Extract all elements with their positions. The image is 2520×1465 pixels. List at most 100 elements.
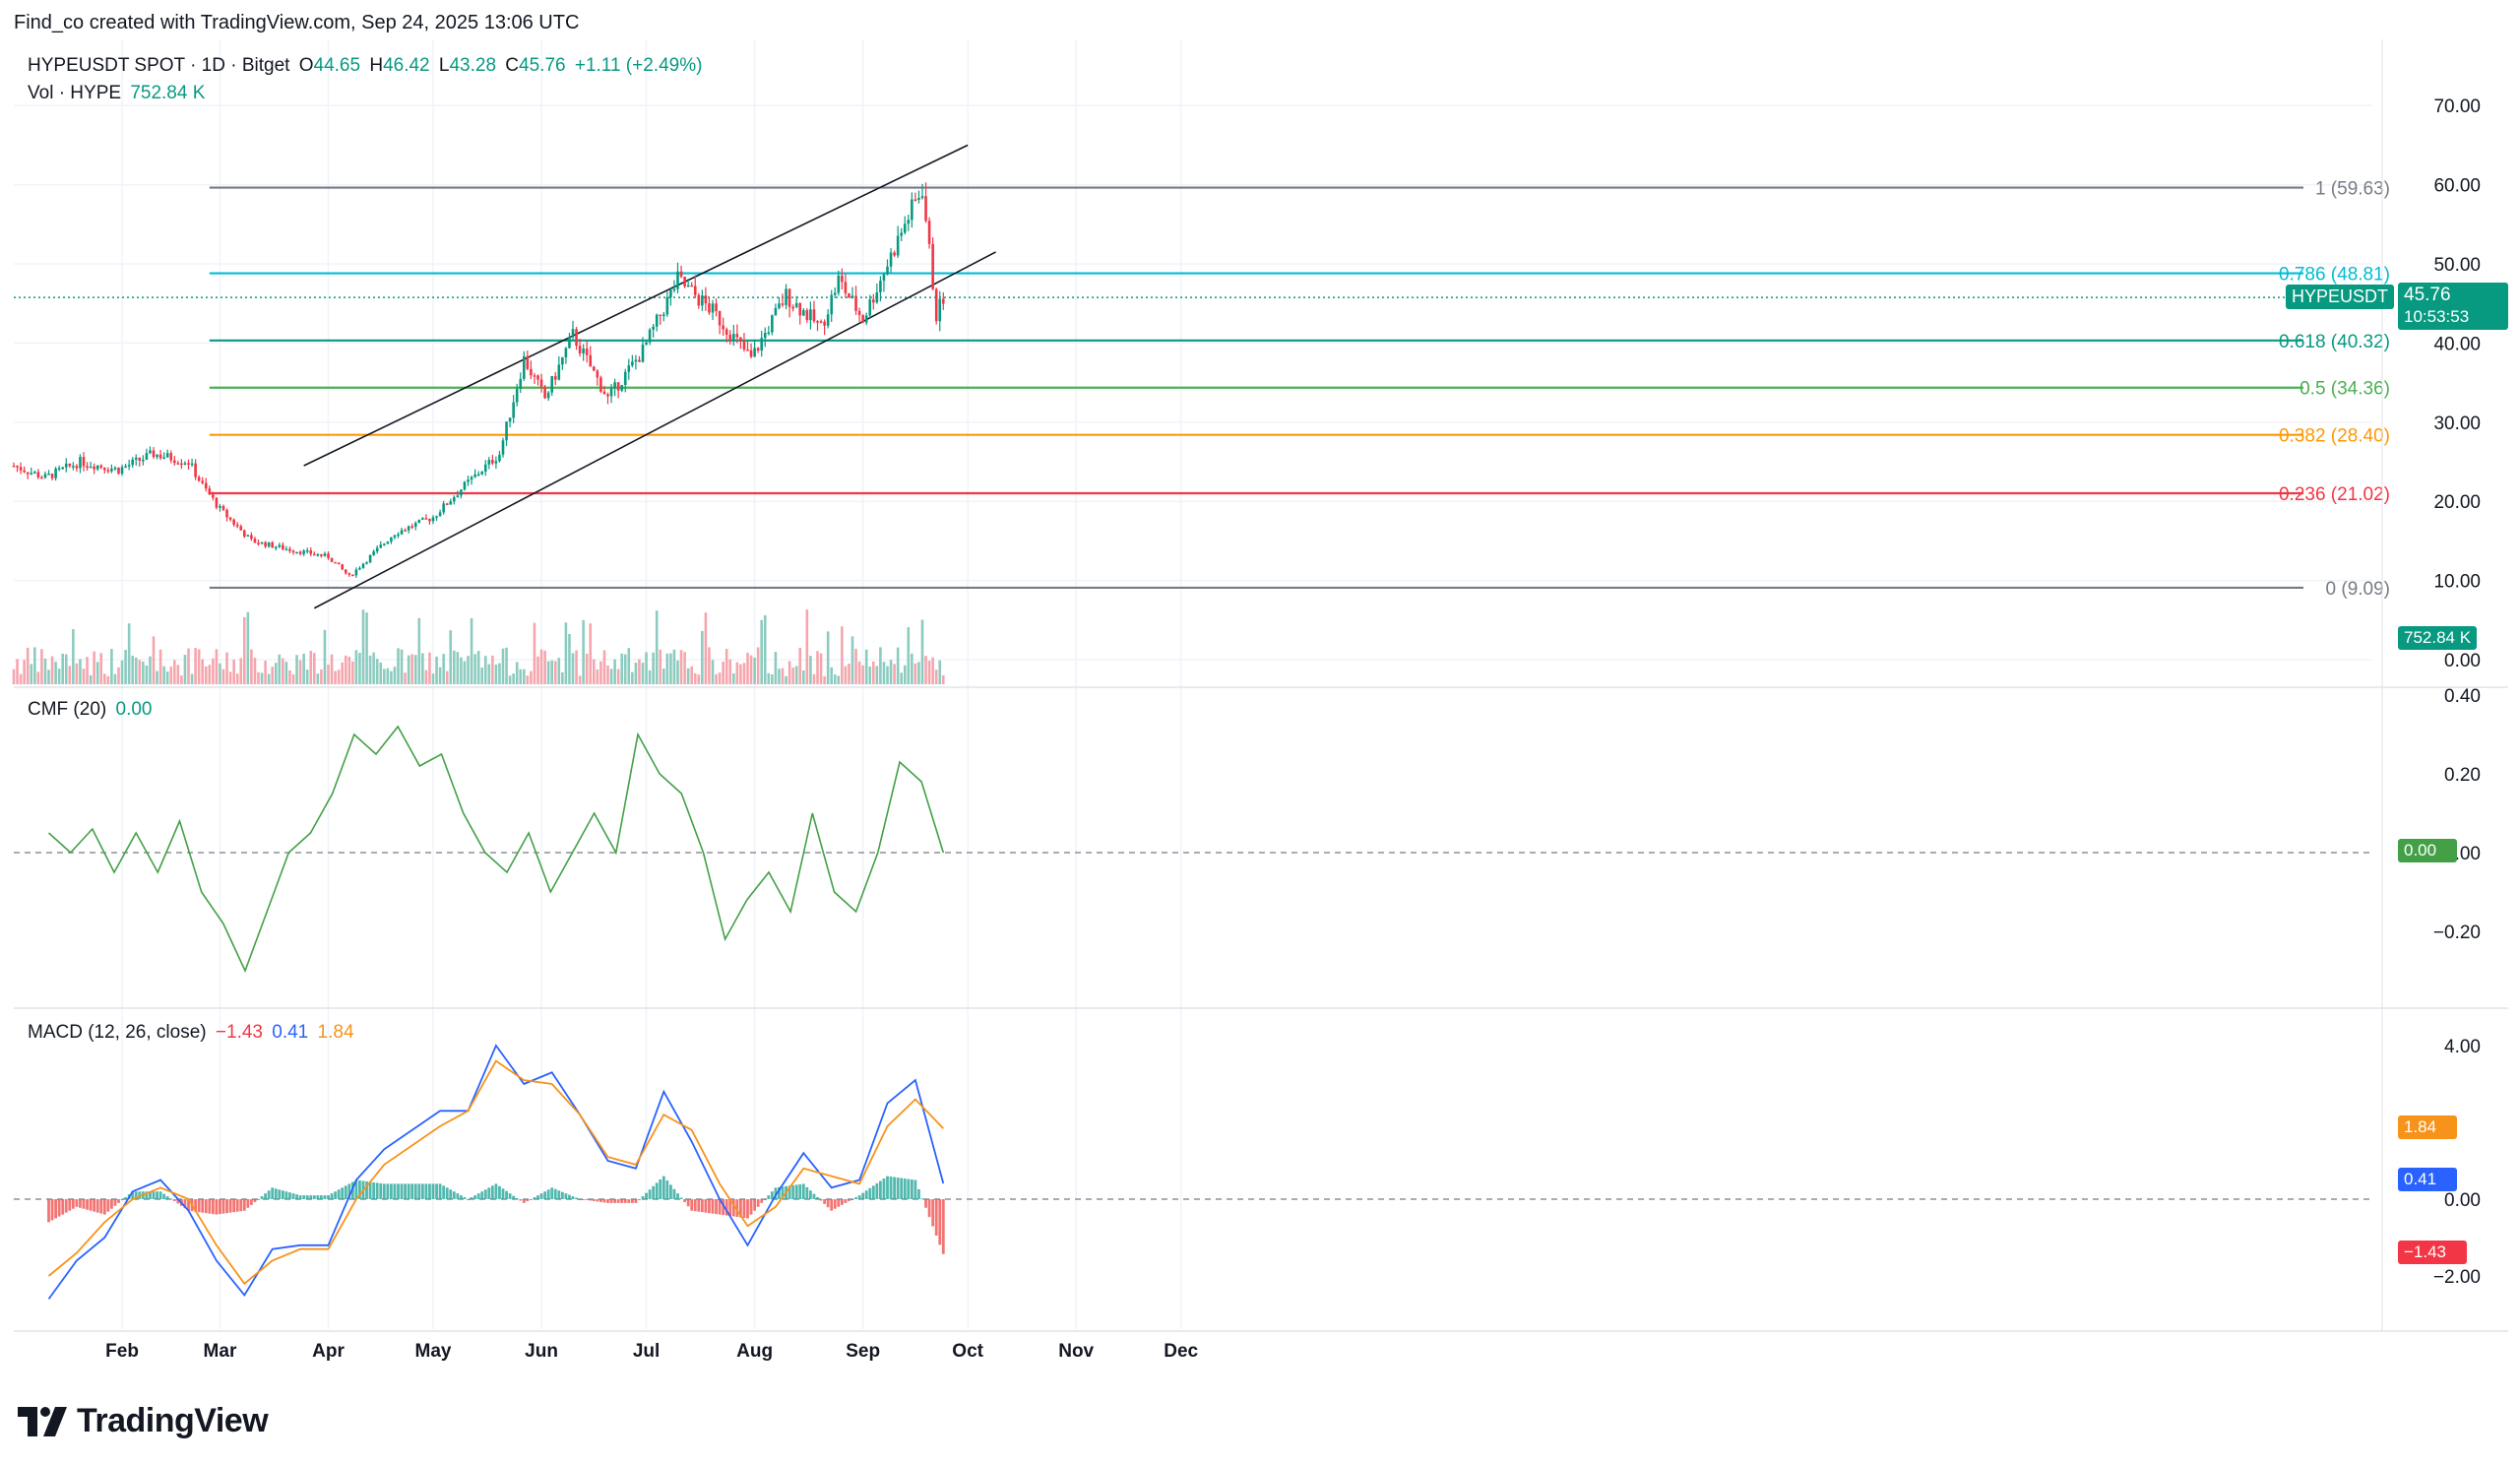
candle-body	[833, 292, 837, 295]
candle-body	[634, 359, 638, 362]
candle-body	[246, 535, 250, 538]
macd-histogram-bar	[616, 1199, 620, 1203]
macd-histogram-bar	[861, 1192, 865, 1199]
volume-bar	[243, 616, 246, 684]
volume-bar	[704, 612, 708, 684]
volume-bar	[805, 608, 809, 684]
candle-body	[530, 368, 533, 376]
volume-bar	[794, 666, 798, 684]
macd-histogram-bar	[470, 1197, 473, 1199]
volume-bar	[934, 669, 938, 684]
macd-histogram-bar	[931, 1199, 935, 1227]
candle-body	[616, 382, 620, 391]
volume-bar	[215, 649, 219, 684]
macd-histogram-bar	[812, 1193, 816, 1199]
macd-histogram-bar	[550, 1187, 554, 1199]
candle-body	[924, 196, 927, 222]
macd-histogram-bar	[638, 1199, 641, 1200]
volume-bar	[718, 672, 722, 684]
volume-bar	[823, 675, 826, 684]
candle-body	[582, 349, 585, 353]
macd-histogram-bar	[47, 1199, 50, 1223]
candle-body	[93, 466, 95, 470]
volume-bar	[920, 619, 924, 684]
macd-histogram-bar	[320, 1195, 323, 1199]
candle-body	[494, 461, 498, 464]
volume-bar	[652, 652, 655, 684]
cmf-tick-label: 0.20	[2444, 765, 2481, 786]
macd-histogram-bar	[578, 1199, 582, 1200]
candle-body	[920, 196, 924, 199]
volume-bar	[404, 672, 407, 684]
candle-body	[12, 466, 16, 468]
candle-body	[864, 315, 868, 323]
volume-bar	[483, 656, 487, 684]
candle-body	[648, 329, 652, 343]
macd-histogram-bar	[456, 1193, 460, 1199]
candle-body	[735, 334, 739, 338]
macd-histogram-bar	[305, 1195, 309, 1199]
macd-histogram-bar	[358, 1179, 361, 1199]
candle-body	[585, 349, 589, 355]
macd-histogram-bar	[715, 1199, 718, 1215]
candle-body	[771, 315, 774, 333]
tradingview-logo[interactable]: TradingView	[18, 1402, 269, 1440]
candle-body	[305, 549, 309, 552]
candle-body	[805, 310, 809, 321]
volume-bar	[110, 649, 113, 684]
macd-histogram-bar	[889, 1177, 893, 1199]
volume-bar	[421, 653, 424, 684]
volume-bar	[204, 666, 208, 684]
candle-body	[623, 371, 627, 386]
candle-body	[718, 311, 722, 326]
volume-bar	[106, 675, 110, 684]
volume-bar	[530, 670, 533, 684]
volume-bar	[833, 674, 837, 684]
candle-body	[505, 421, 508, 441]
fib-level-label: 0 (9.09)	[2326, 579, 2390, 600]
macd-histogram-bar	[327, 1195, 330, 1199]
candle-body	[393, 535, 397, 538]
candle-body	[515, 388, 519, 403]
macd-histogram-bar	[553, 1188, 557, 1199]
candle-body	[732, 334, 735, 342]
candle-body	[526, 355, 530, 369]
macd-histogram-bar	[89, 1199, 93, 1211]
volume-bar	[620, 653, 623, 684]
volume-bar	[893, 664, 896, 684]
macd-histogram-bar	[246, 1199, 250, 1208]
volume-bar	[127, 623, 131, 684]
candle-body	[672, 288, 676, 291]
volume-bar	[337, 669, 341, 684]
volume-bar	[523, 669, 526, 684]
candle-body	[722, 325, 724, 330]
candle-body	[487, 460, 491, 465]
candle-body	[334, 561, 337, 564]
macd-histogram-bar	[871, 1185, 875, 1199]
candle-body	[676, 271, 679, 289]
macd-histogram-bar	[110, 1199, 113, 1209]
candle-body	[453, 497, 456, 502]
volume-bar	[400, 649, 404, 684]
volume-tag: 752.84 K	[2398, 626, 2478, 650]
candle-body	[788, 288, 791, 307]
volume-bar	[124, 650, 127, 684]
volume-bar	[397, 648, 400, 684]
macd-histogram-bar	[106, 1199, 110, 1212]
price-tick-label: 10.00	[2433, 572, 2481, 593]
volume-bar	[33, 647, 36, 684]
candle-body	[593, 366, 596, 371]
candle-body	[931, 243, 934, 289]
candle-body	[476, 474, 480, 477]
volume-bar	[553, 661, 557, 684]
candle-body	[253, 539, 257, 543]
volume-bar	[816, 651, 819, 684]
volume-bar	[26, 647, 30, 684]
volume-bar	[879, 647, 882, 684]
volume-bar	[589, 623, 593, 684]
macd-histogram-bar	[309, 1195, 313, 1199]
volume-bar	[274, 663, 278, 684]
volume-bar	[64, 654, 68, 684]
macd-histogram-bar	[620, 1199, 624, 1203]
